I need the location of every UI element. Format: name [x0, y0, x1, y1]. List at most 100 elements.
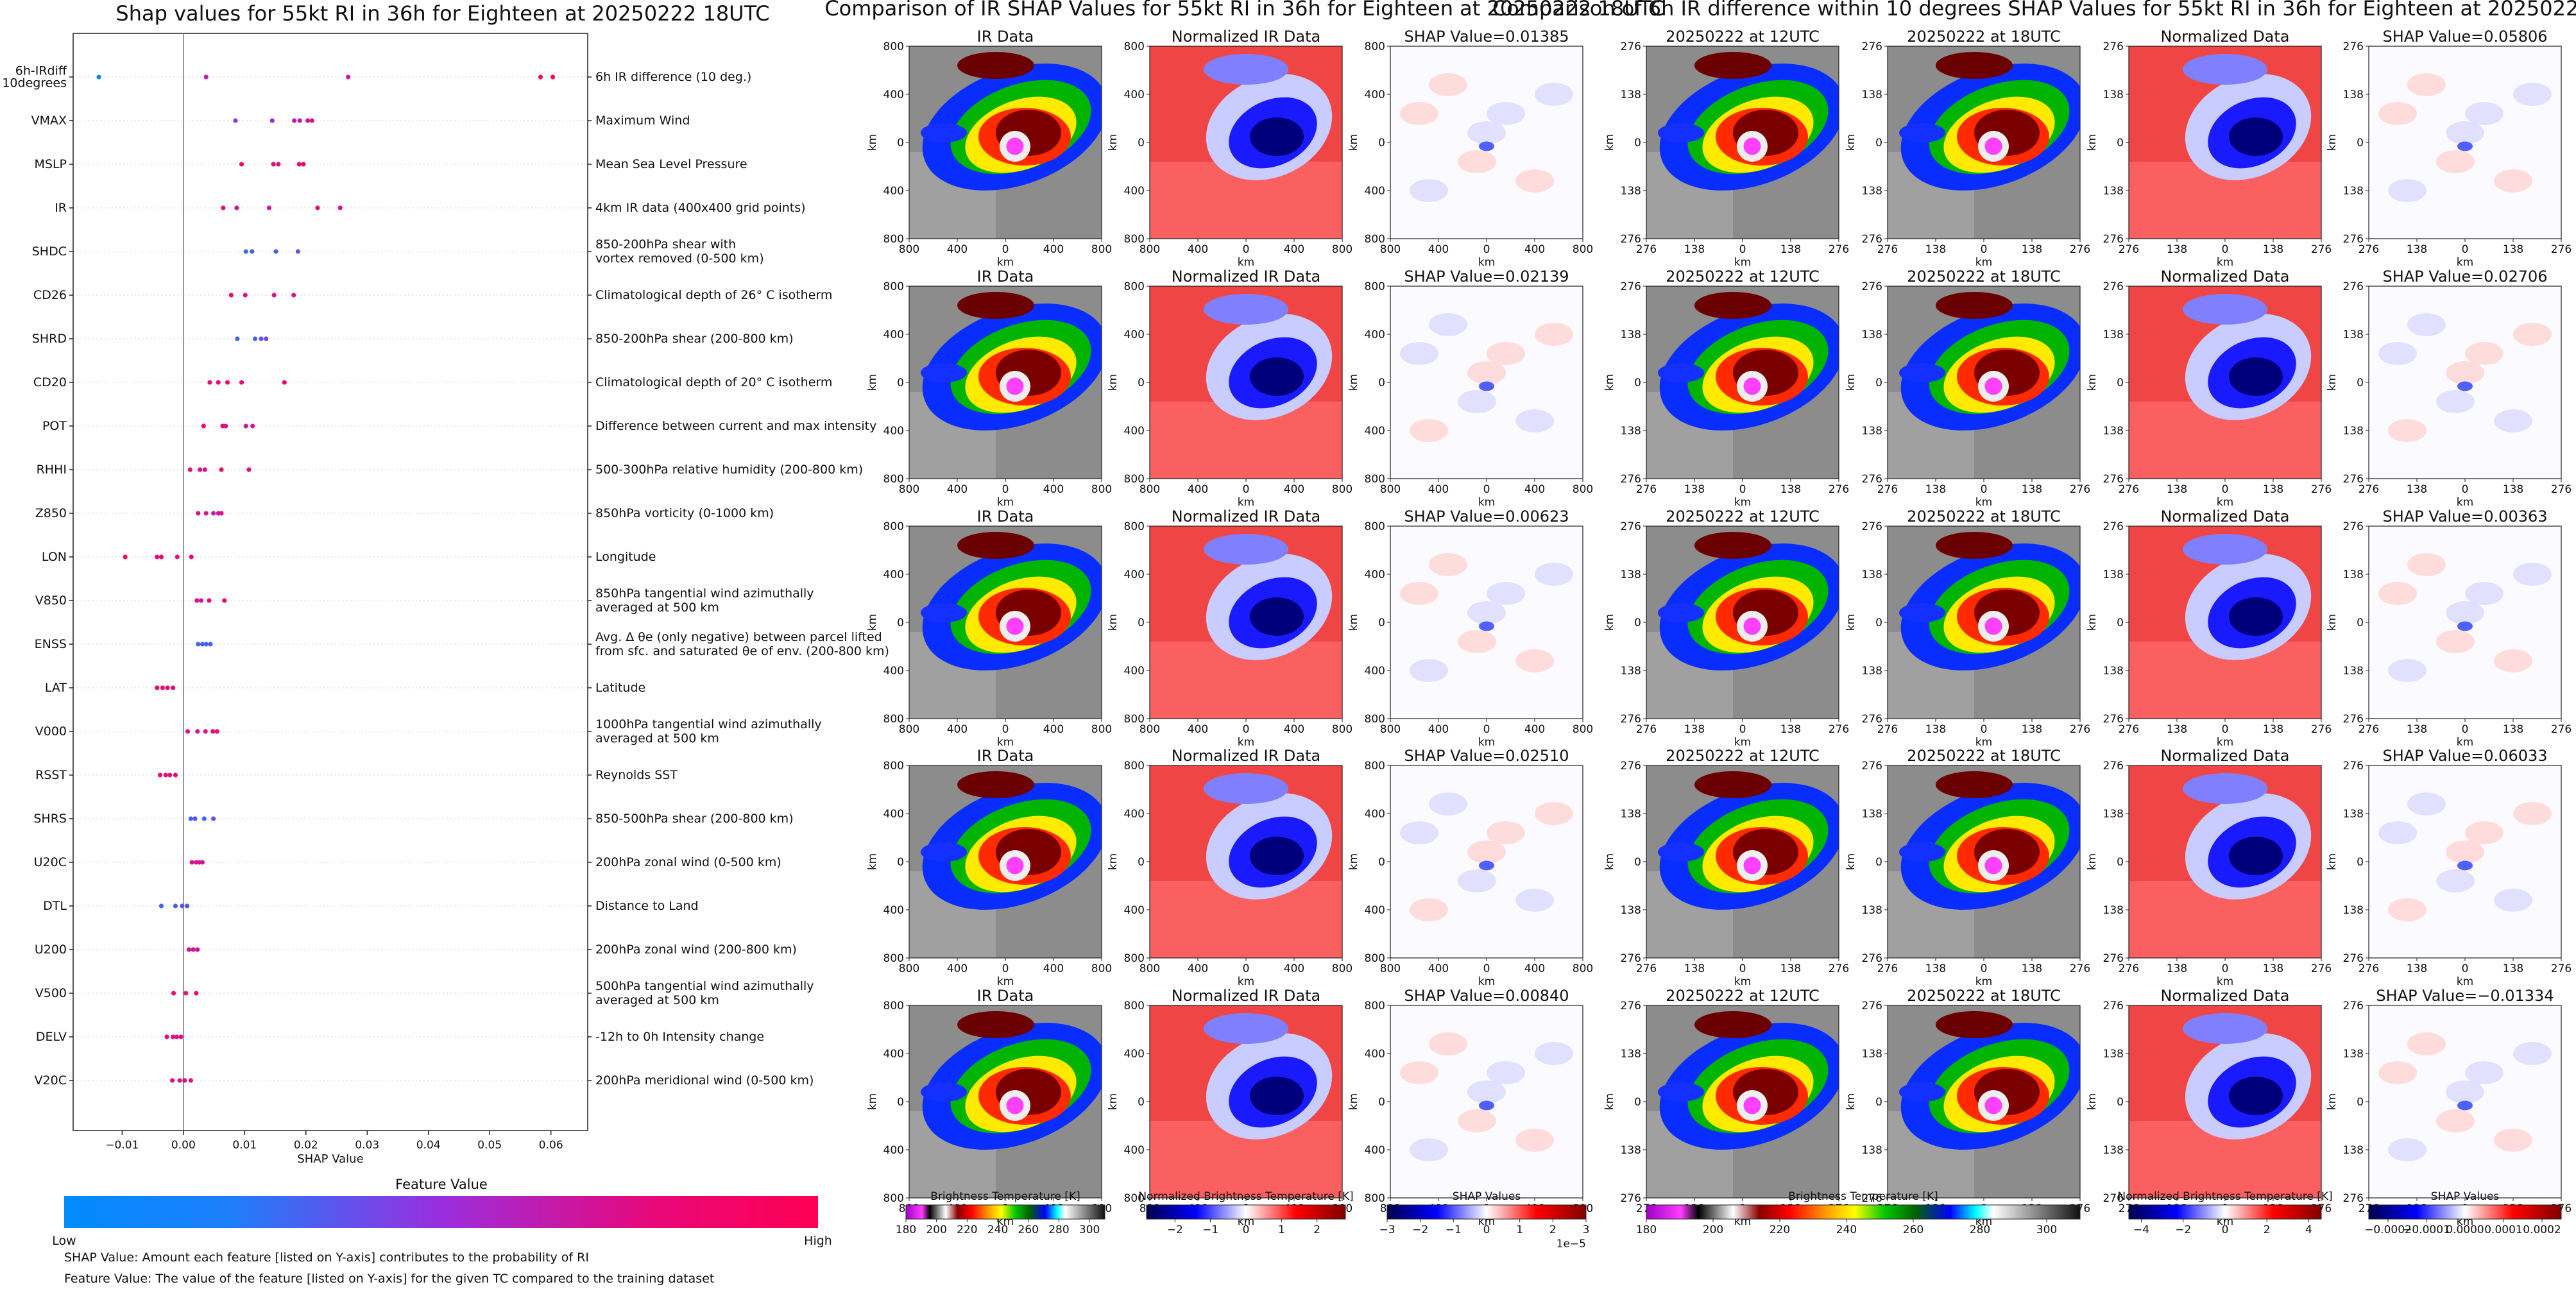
panel-x-tick-label: 276	[1636, 483, 1657, 496]
panel-y-tick-label: 800	[1365, 760, 1385, 773]
shap-blob	[1400, 821, 1438, 844]
shap-blob	[1487, 582, 1525, 605]
feature-label: U20C	[34, 855, 67, 869]
norm-cloud-core	[2229, 837, 2283, 875]
panel-y-tick-label: 276	[1621, 280, 1641, 293]
feature-description: 850-200hPa shear with vortex removed (0-5…	[595, 237, 764, 266]
image-panel: SHAP Value=0.027062762761381380013813827…	[2326, 268, 2572, 509]
panel-x-tick-label: 400	[1428, 962, 1449, 975]
shap-blob	[2388, 1138, 2427, 1161]
norm-band-north	[2183, 1013, 2267, 1044]
image-panel: Normalized IR Data8008004004000040040080…	[1107, 987, 1352, 1228]
panel-y-tick-label: 276	[1862, 952, 1882, 965]
shap-point	[96, 74, 101, 80]
panel-x-tick-label: 276	[2070, 723, 2090, 736]
feature-description: 850hPa tangential wind azimuthally averag…	[595, 586, 814, 615]
ir-cloud-west	[921, 123, 967, 142]
panel-x-tick-label: 800	[899, 962, 919, 975]
panel-y-tick-label: 400	[1124, 89, 1145, 101]
ir-comparison-panels: Comparison of IR SHAP Values for 55kt RI…	[824, 0, 1664, 1251]
panel-y-tick-label: 138	[2103, 904, 2124, 917]
ir-band-north	[1936, 532, 2013, 559]
shap-blob	[2436, 1109, 2475, 1132]
shap-point	[243, 249, 248, 254]
colorbar-strip	[1646, 1204, 2081, 1220]
panel-x-tick-label: 276	[1636, 962, 1657, 975]
panel-y-tick-label: 276	[1862, 40, 1882, 53]
panel-y-tick-label: 276	[1621, 1192, 1641, 1205]
panel-y-tick-label: 0	[2117, 617, 2124, 629]
panel-y-tick-label: 400	[1365, 89, 1385, 101]
panel-y-label: km	[2326, 1093, 2339, 1110]
shap-point	[538, 74, 543, 80]
shap-point	[165, 685, 170, 690]
panel-y-tick-label: 400	[1124, 425, 1145, 438]
panel-y-tick-label: 138	[1621, 904, 1641, 917]
panel-y-tick-label: 0	[897, 1096, 904, 1109]
panel-y-tick-label: 0	[1378, 617, 1385, 629]
panel-title: 20250222 at 12UTC	[1666, 747, 1820, 765]
shap-point	[180, 903, 185, 909]
panel-x-tick-label: 276	[2551, 962, 2572, 975]
panel-y-tick-label: 138	[1621, 568, 1641, 581]
shap-blob	[2407, 313, 2446, 336]
x-tick-label: 0.02	[294, 1139, 318, 1152]
panel-y-tick-label: 0	[1634, 856, 1641, 869]
image-panel: SHAP Value=0.006238008004004000040040080…	[1347, 508, 1593, 749]
shap-point	[196, 511, 201, 516]
normalized-image	[1150, 526, 1342, 719]
shap-point	[225, 380, 230, 385]
shap-point	[210, 729, 216, 734]
ir-eye-core	[1743, 617, 1761, 635]
shap-point	[301, 162, 306, 167]
panel-y-tick-label: 0	[1634, 617, 1641, 629]
panel-y-tick-label: 0	[2357, 1096, 2364, 1109]
shap-center-feature	[2457, 1100, 2473, 1111]
panel-x-tick-label: 0	[1002, 962, 1009, 975]
feature-description: 200hPa zonal wind (200-800 km)	[595, 943, 797, 957]
feature-description: Longitude	[595, 550, 656, 564]
ir-cloud-west	[921, 363, 967, 382]
ir-eye-core	[1006, 137, 1024, 155]
ir-cloud-west	[1658, 1082, 1704, 1102]
shap-blob	[2407, 1032, 2446, 1055]
panel-y-tick-label: 400	[1365, 665, 1385, 678]
panel-x-tick-label: 276	[2358, 962, 2379, 975]
panel-y-tick-label: 800	[1124, 473, 1145, 486]
image-panel: 20250222 at 18UTC27627613813800138138276…	[1845, 508, 2090, 749]
panel-y-label: km	[1845, 374, 1857, 391]
panel-y-tick-label: 138	[1862, 1144, 1882, 1157]
panel-x-tick-label: 276	[1829, 962, 1849, 975]
panel-x-tick-label: 276	[1877, 483, 1898, 496]
panel-title: 20250222 at 18UTC	[1907, 747, 2061, 765]
panel-x-label: km	[2457, 975, 2473, 988]
panel-y-tick-label: 276	[2343, 520, 2364, 533]
colorbar-tick-label: −2	[1412, 1224, 1428, 1236]
shap-point	[228, 293, 234, 298]
shap-point	[191, 947, 196, 952]
norm-cloud-core	[2229, 597, 2283, 636]
panel-x-tick-label: 400	[1524, 243, 1545, 256]
shap-center-feature	[1479, 860, 1494, 871]
panel-y-tick-label: 400	[1124, 665, 1145, 678]
panel-y-label: km	[1347, 134, 1360, 151]
norm-band-north	[1204, 534, 1288, 565]
panel-y-tick-label: 276	[2343, 473, 2364, 486]
shap-point	[186, 947, 192, 952]
ir-image	[1646, 46, 1839, 239]
colorbar-tick-label: −0.0001	[2403, 1224, 2450, 1236]
panel-x-label: km	[1478, 736, 1495, 749]
panel-y-label: km	[1603, 853, 1616, 870]
panel-y-tick-label: 276	[2343, 40, 2364, 53]
panel-y-tick-label: 0	[897, 617, 904, 629]
panel-y-tick-label: 400	[883, 904, 904, 917]
panel-y-tick-label: 0	[2357, 617, 2364, 629]
summary-points	[96, 74, 556, 1083]
image-panel: SHAP Value=0.003632762761381380013813827…	[2326, 508, 2572, 749]
norm-cloud-core	[1250, 597, 1304, 636]
feature-description: 850hPa vorticity (0-1000 km)	[595, 506, 774, 520]
shap-blob	[1487, 342, 1525, 365]
ir-eye-core	[1006, 857, 1024, 875]
panel-x-tick-label: 276	[2311, 483, 2332, 496]
